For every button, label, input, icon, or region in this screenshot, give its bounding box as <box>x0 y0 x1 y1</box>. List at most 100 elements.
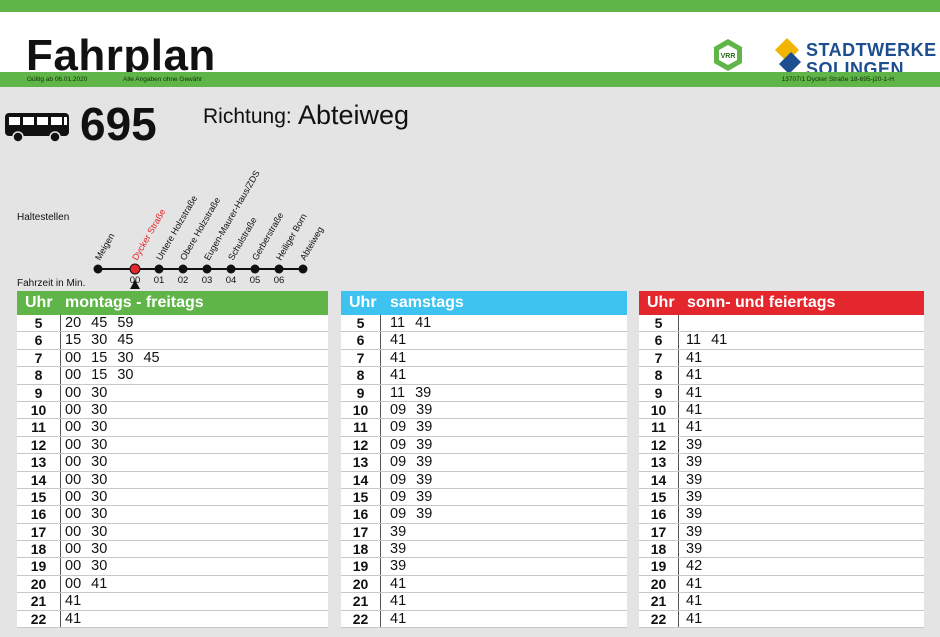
stop-marker <box>154 264 164 274</box>
hour-column-header: Uhr <box>647 294 675 311</box>
table-row: 18 39 <box>639 541 924 559</box>
stop-marker <box>202 264 212 274</box>
table-row: 19 00 30 <box>17 558 328 576</box>
hour-cell: 15 <box>639 488 679 506</box>
table-row: 13 39 <box>639 454 924 472</box>
table-row: 5 20 45 59 <box>17 315 328 333</box>
table-row: 22 41 <box>639 610 924 629</box>
hour-cell: 13 <box>639 454 679 471</box>
hour-cell: 10 <box>17 401 61 419</box>
minutes-cell: 11 41 <box>686 332 728 349</box>
table-row: 6 15 30 45 <box>17 332 328 350</box>
hour-cell: 21 <box>17 593 61 610</box>
table-row: 17 39 <box>639 523 924 542</box>
hour-cell: 17 <box>341 523 381 541</box>
hour-cell: 18 <box>17 541 61 558</box>
hour-cell: 8 <box>639 367 679 384</box>
table-row: 11 09 39 <box>341 419 627 437</box>
minutes-cell: 00 30 <box>65 558 108 575</box>
minutes-cell: 09 39 <box>390 488 433 505</box>
table-row: 18 39 <box>341 541 627 559</box>
table-row: 5 <box>639 315 924 333</box>
table-row: 9 00 30 <box>17 384 328 402</box>
minutes-cell: 00 30 <box>65 488 108 505</box>
table-row: 8 41 <box>639 367 924 385</box>
table-row: 14 00 30 <box>17 471 328 489</box>
stop-name: Abteiweg <box>298 225 325 262</box>
minutes-cell: 39 <box>686 471 703 488</box>
hour-cell: 7 <box>341 349 381 367</box>
table-row: 20 00 41 <box>17 575 328 594</box>
minutes-cell: 00 30 <box>65 419 108 436</box>
minutes-cell: 00 30 <box>65 506 108 523</box>
table-row: 14 39 <box>639 471 924 489</box>
table-row: 7 41 <box>639 349 924 368</box>
hour-cell: 18 <box>341 541 381 558</box>
table-row: 19 39 <box>341 558 627 576</box>
hour-column-header: Uhr <box>25 294 53 311</box>
table-row: 17 39 <box>341 523 627 542</box>
page-header: Fahrplan VRR STADTWERKE SOLINGEN <box>0 12 940 80</box>
table-row: 9 41 <box>639 384 924 402</box>
hour-cell: 9 <box>341 384 381 401</box>
hour-cell: 12 <box>17 436 61 454</box>
table-row: 6 41 <box>341 332 627 350</box>
timetable-0: Uhr montags - freitags 5 20 45 59 6 15 30 45 7… <box>17 291 328 629</box>
minutes-cell: 41 <box>390 575 407 592</box>
table-row: 10 00 30 <box>17 401 328 420</box>
minutes-cell: 42 <box>686 558 703 575</box>
hour-cell: 11 <box>639 419 679 436</box>
minutes-cell: 39 <box>390 558 407 575</box>
stop-marker <box>93 264 103 274</box>
table-row: 9 11 39 <box>341 384 627 402</box>
stop-travel-time: 03 <box>202 275 213 286</box>
disclaimer: Alle Angaben ohne Gewähr <box>123 76 203 83</box>
table-row: 7 00 15 30 45 <box>17 349 328 368</box>
hour-cell: 6 <box>17 332 61 349</box>
table-row: 16 09 39 <box>341 506 627 524</box>
table-row: 8 41 <box>341 367 627 385</box>
day-type-title: samstags <box>390 294 464 311</box>
table-row: 21 41 <box>17 593 328 611</box>
stop-travel-time: 05 <box>250 275 261 286</box>
minutes-cell: 41 <box>686 384 703 401</box>
table-row: 6 11 41 <box>639 332 924 350</box>
minutes-cell: 00 15 30 <box>65 367 134 384</box>
hour-cell: 22 <box>341 610 381 628</box>
hour-cell: 15 <box>17 488 61 506</box>
minutes-cell: 09 39 <box>390 471 433 488</box>
table-row: 19 42 <box>639 558 924 576</box>
stop-travel-time: 02 <box>178 275 189 286</box>
table-row: 15 39 <box>639 488 924 507</box>
hour-cell: 11 <box>17 419 61 436</box>
minutes-cell: 41 <box>65 610 82 627</box>
stop-travel-time: 04 <box>226 275 237 286</box>
hour-cell: 22 <box>639 610 679 628</box>
hour-cell: 11 <box>341 419 381 436</box>
stop-travel-time: 06 <box>274 275 285 286</box>
minutes-cell: 41 <box>686 367 703 384</box>
hour-cell: 13 <box>17 454 61 471</box>
hour-cell: 9 <box>17 384 61 401</box>
table-row: 5 11 41 <box>341 315 627 333</box>
table-row: 7 41 <box>341 349 627 368</box>
minutes-cell: 00 30 <box>65 436 108 453</box>
hour-cell: 20 <box>639 575 679 593</box>
table-row: 20 41 <box>639 575 924 594</box>
timetable-2: Uhr sonn- und feiertags 5 6 11 41 7 41 8 41 9 41 10… <box>639 291 924 629</box>
minutes-cell: 41 <box>65 593 82 610</box>
hour-cell: 21 <box>639 593 679 610</box>
table-row: 13 00 30 <box>17 454 328 472</box>
route-number: 695 <box>80 98 157 150</box>
hour-cell: 16 <box>341 506 381 523</box>
minutes-cell: 00 15 30 45 <box>65 349 160 366</box>
stop-marker <box>274 264 284 274</box>
hour-cell: 20 <box>17 575 61 593</box>
timetable-1: Uhr samstags 5 11 41 6 41 7 41 8 41 9 11 39 10 09 39 1… <box>341 291 627 629</box>
minutes-cell: 41 <box>686 610 703 627</box>
minutes-cell: 11 41 <box>390 315 432 331</box>
table-row: 21 41 <box>341 593 627 611</box>
table-row: 11 00 30 <box>17 419 328 437</box>
vrr-logo: VRR <box>714 39 742 71</box>
